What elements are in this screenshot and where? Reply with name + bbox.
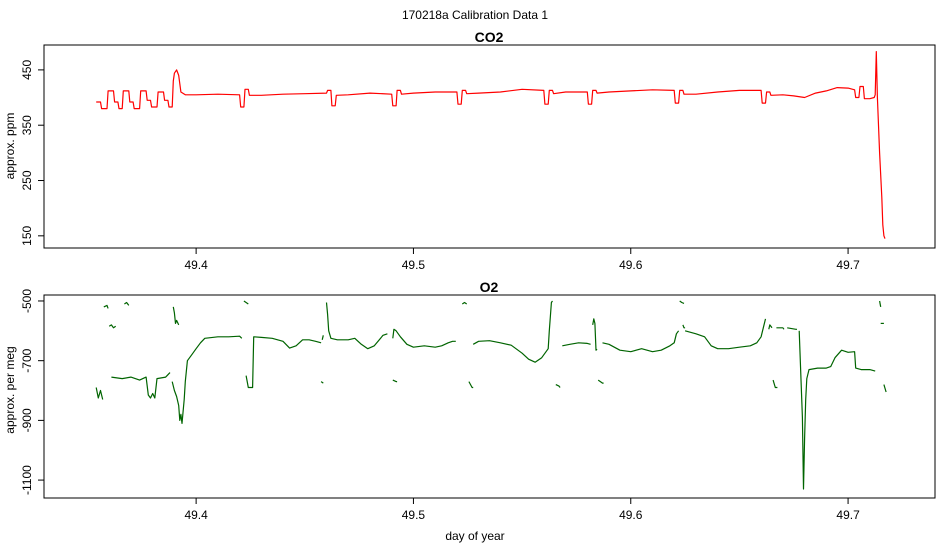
o2-x-tick-label: 49.7 [836, 508, 860, 522]
o2-series-line [461, 301, 468, 305]
o2-series-line [243, 300, 249, 305]
o2-series-line [787, 327, 797, 330]
co2-x-tick-label: 49.7 [836, 258, 860, 272]
o2-series [95, 300, 887, 490]
o2-series-line [468, 381, 474, 389]
o2-series-line [879, 300, 882, 308]
o2-series-line [245, 336, 322, 389]
o2-series-line [883, 384, 887, 393]
o2-series-line [392, 328, 456, 348]
co2-x-tick-label: 49.5 [402, 258, 426, 272]
o2-series-line [679, 300, 685, 304]
co2-series-line [96, 50, 886, 239]
o2-series-line [392, 379, 398, 383]
o2-y-tick-label: -1100 [20, 465, 34, 495]
o2-series-line [602, 330, 680, 353]
co2-y-axis-label: approx. ppm [3, 113, 17, 180]
o2-panel: O2 approx. per meg -500 -700 -900 -1100 49.… [3, 279, 936, 543]
o2-series-line [171, 335, 243, 424]
o2-y-axis-label: approx. per meg [3, 346, 17, 433]
o2-series-line [325, 302, 388, 350]
o2-series-line [472, 300, 553, 363]
o2-series-line [682, 324, 686, 329]
x-axis-label: day of year [445, 529, 504, 543]
o2-y-tick-label: -500 [20, 289, 34, 313]
o2-series-line [772, 379, 778, 389]
o2-x-axis: 49.4 49.5 49.6 49.7 [184, 498, 860, 522]
o2-series-line [103, 304, 109, 309]
co2-y-tick-label: 450 [20, 60, 34, 80]
o2-series-line [111, 372, 171, 399]
co2-y-tick-label: 350 [20, 115, 34, 135]
o2-series-line [172, 306, 180, 326]
o2-plot-frame [43, 294, 936, 499]
co2-y-tick-label: 150 [20, 225, 34, 245]
o2-series-line [320, 381, 324, 384]
co2-series [96, 50, 886, 239]
o2-y-axis: -500 -700 -900 -1100 [20, 289, 44, 495]
co2-x-axis: 49.4 49.5 49.6 49.7 [184, 248, 860, 272]
co2-x-tick-label: 49.6 [619, 258, 643, 272]
o2-series-line [776, 327, 785, 330]
o2-x-tick-label: 49.5 [402, 508, 426, 522]
o2-y-tick-label: -700 [20, 348, 34, 372]
o2-series-line [124, 301, 130, 306]
o2-y-tick-label: -900 [20, 408, 34, 432]
o2-series-line [592, 318, 598, 351]
page-title: 170218a Calibration Data 1 [402, 8, 548, 22]
co2-title: CO2 [475, 29, 504, 45]
o2-series-line [562, 342, 591, 347]
o2-x-tick-label: 49.6 [619, 508, 643, 522]
co2-y-tick-label: 250 [20, 170, 34, 190]
o2-series-line [768, 324, 773, 330]
co2-x-tick-label: 49.4 [184, 258, 208, 272]
o2-series-line [321, 335, 324, 340]
o2-series-line [798, 330, 876, 490]
o2-series-line [555, 384, 561, 388]
o2-series-line [684, 318, 767, 350]
co2-y-axis: 150 250 350 450 [20, 60, 44, 246]
o2-series-line [95, 387, 104, 400]
o2-x-tick-label: 49.4 [184, 508, 208, 522]
o2-title: O2 [480, 279, 499, 295]
o2-series-line [597, 379, 604, 384]
co2-plot-frame [43, 44, 936, 249]
o2-series-line [108, 324, 117, 329]
